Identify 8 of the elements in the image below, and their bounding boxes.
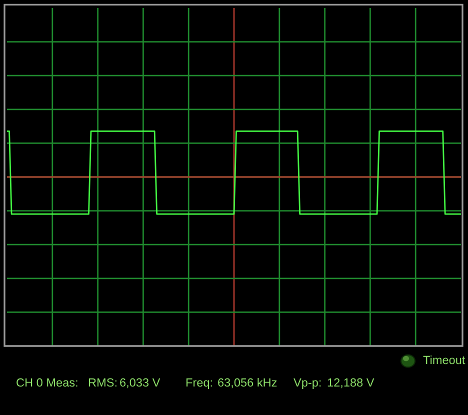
text: CH 0 Meas: xyxy=(16,378,78,387)
text: 12,188 V xyxy=(328,378,374,388)
text: Freq: xyxy=(186,378,212,390)
text: RMS: xyxy=(88,378,116,387)
text: Timeout xyxy=(423,355,466,364)
text: Vp-p: xyxy=(294,378,321,390)
text: 6,033 V xyxy=(120,378,160,388)
text: 63,056 kHz xyxy=(218,378,277,388)
